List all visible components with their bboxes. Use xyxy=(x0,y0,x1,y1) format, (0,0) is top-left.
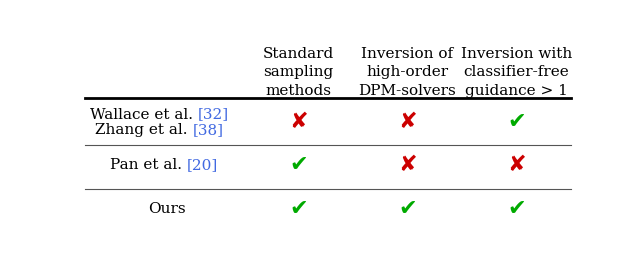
Text: ✘: ✘ xyxy=(398,112,417,132)
Text: ✔: ✔ xyxy=(507,112,526,132)
Text: Standard
sampling
methods: Standard sampling methods xyxy=(262,47,334,98)
Text: ✔: ✔ xyxy=(507,199,526,219)
Text: ✔: ✔ xyxy=(398,199,417,219)
Text: Inversion with
classifier-free
guidance > 1: Inversion with classifier-free guidance … xyxy=(461,47,572,98)
Text: ✘: ✘ xyxy=(289,112,308,132)
Text: Wallace et al.: Wallace et al. xyxy=(90,107,198,121)
Text: Ours: Ours xyxy=(148,201,186,215)
Text: Pan et al.: Pan et al. xyxy=(110,158,187,172)
Text: [20]: [20] xyxy=(187,158,218,172)
Text: [38]: [38] xyxy=(193,123,223,137)
Text: ✔: ✔ xyxy=(289,155,308,175)
Text: Inversion of
high-order
DPM-solvers: Inversion of high-order DPM-solvers xyxy=(358,47,456,98)
Text: Zhang et al.: Zhang et al. xyxy=(95,123,193,137)
Text: ✘: ✘ xyxy=(507,155,526,175)
Text: [32]: [32] xyxy=(198,107,229,121)
Text: ✘: ✘ xyxy=(398,155,417,175)
Text: ✔: ✔ xyxy=(289,199,308,219)
